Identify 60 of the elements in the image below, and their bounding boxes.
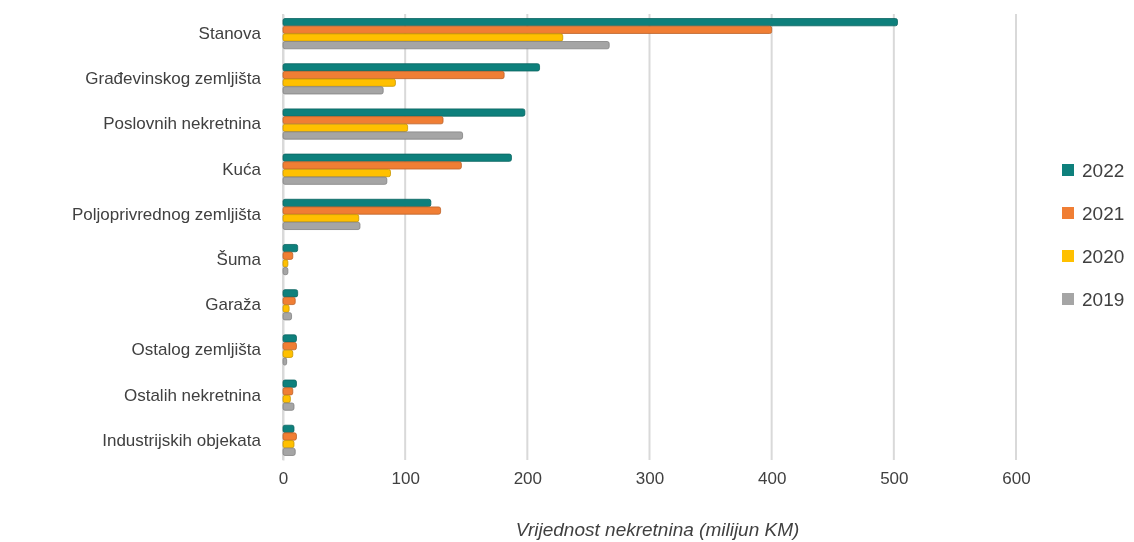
bar xyxy=(282,70,505,80)
x-tick-label: 600 xyxy=(1002,469,1031,489)
bar xyxy=(282,267,289,276)
bar xyxy=(282,123,409,132)
legend-label: 2020 xyxy=(1082,245,1125,267)
bar xyxy=(282,221,361,230)
x-tick-label: 400 xyxy=(757,469,787,489)
bar xyxy=(282,41,610,50)
bar xyxy=(282,176,388,185)
bar xyxy=(282,161,462,170)
legend-label: 2021 xyxy=(1082,202,1125,224)
y-tick-label: Šuma xyxy=(216,250,262,270)
x-tick-label: 500 xyxy=(880,469,909,489)
y-tick-label: Poslovnih nekretnina xyxy=(103,114,262,134)
x-axis-title: Vrijednost nekretnina (milijun KM) xyxy=(515,519,800,540)
y-tick-label: Kuća xyxy=(222,159,262,179)
bar xyxy=(282,424,295,433)
bar xyxy=(282,334,297,343)
bar xyxy=(282,206,441,215)
bar xyxy=(282,116,444,125)
bar xyxy=(282,259,289,268)
y-tick-label: Građevinskog zemljišta xyxy=(85,69,262,89)
bar xyxy=(282,86,384,95)
bar xyxy=(282,18,898,27)
bar xyxy=(282,357,288,366)
bar xyxy=(282,379,297,388)
bar xyxy=(282,78,396,87)
bar xyxy=(282,25,773,34)
bar xyxy=(282,432,297,441)
bar xyxy=(282,33,564,42)
y-tick-label: Ostalih nekretnina xyxy=(123,385,262,405)
legend-label: 2022 xyxy=(1082,159,1125,181)
x-tick-label: 0 xyxy=(278,469,289,489)
bar xyxy=(282,63,540,72)
y-tick-label: Industrijskih objekata xyxy=(102,430,262,450)
bar xyxy=(282,304,290,313)
legend-label: 2019 xyxy=(1082,288,1125,310)
bar xyxy=(282,342,297,351)
bar xyxy=(282,440,295,449)
bar xyxy=(282,296,296,305)
y-tick-label: Ostalog zemljišta xyxy=(131,340,262,360)
bar xyxy=(282,153,512,162)
bar xyxy=(282,402,295,411)
y-tick-label: Stanova xyxy=(198,24,262,44)
bar xyxy=(282,214,360,223)
bar xyxy=(282,289,299,298)
x-tick-label: 300 xyxy=(635,469,665,489)
bar xyxy=(282,108,526,117)
y-tick-label: Garaža xyxy=(205,295,262,315)
bar xyxy=(282,349,294,358)
bar xyxy=(282,131,463,140)
bar xyxy=(282,251,294,260)
y-tick-label: Poljoprivrednog zemljišta xyxy=(72,204,262,224)
bar xyxy=(282,244,299,253)
bar xyxy=(282,447,296,456)
x-tick-label: 100 xyxy=(391,469,420,489)
bar xyxy=(282,312,292,321)
x-tick-label: 200 xyxy=(513,469,543,489)
bar xyxy=(282,387,294,396)
bar xyxy=(282,394,291,404)
